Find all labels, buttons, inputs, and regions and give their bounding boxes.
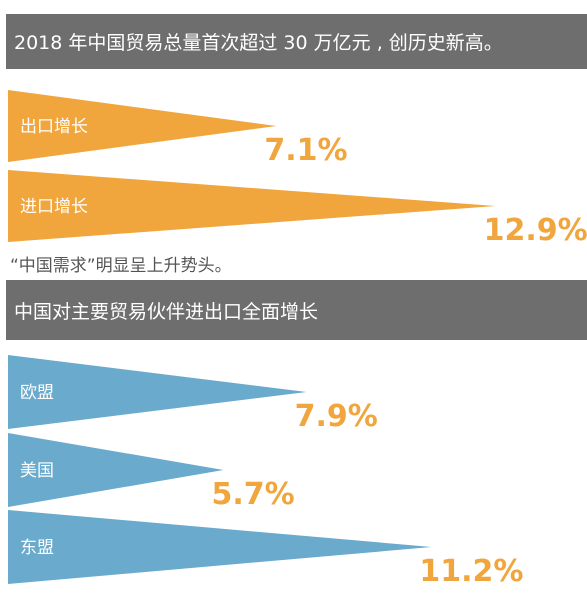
headline-banner: 2018 年中国贸易总量首次超过 30 万亿元 , 创历史新高。 — [6, 14, 587, 69]
partner-value-label-0: 7.9% — [295, 399, 378, 434]
trade-value-label-1: 12.9% — [484, 213, 587, 248]
trade-bar-1 — [8, 170, 496, 242]
partner-value-label-2: 11.2% — [419, 554, 523, 589]
partner-category-label-2: 东盟 — [20, 538, 54, 558]
partners-heading: 中国对主要贸易伙伴进出口全面增长 — [14, 300, 319, 323]
trade-category-label-0: 出口增长 — [20, 117, 88, 137]
partner-bar-2 — [8, 510, 432, 584]
trade-value-label-0: 7.1% — [264, 133, 347, 168]
headline-text: 2018 年中国贸易总量首次超过 30 万亿元 , 创历史新高。 — [14, 32, 503, 54]
demand-note: “中国需求”明显呈上升势头。 — [10, 256, 232, 276]
partners-banner: 中国对主要贸易伙伴进出口全面增长 — [6, 280, 587, 340]
partner-bar-0 — [8, 355, 307, 429]
partner-bar-1 — [8, 433, 224, 507]
partner-category-label-1: 美国 — [20, 461, 54, 481]
partner-value-label-1: 5.7% — [211, 477, 294, 512]
trade-bar-0 — [8, 90, 277, 162]
partner-category-label-0: 欧盟 — [20, 383, 54, 403]
trade-category-label-1: 进口增长 — [20, 197, 88, 217]
